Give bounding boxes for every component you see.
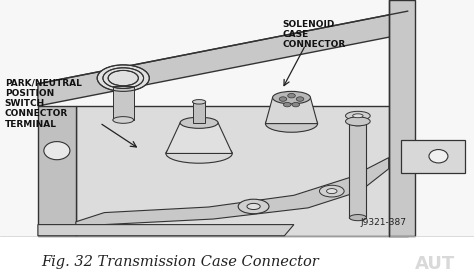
Bar	[389, 0, 415, 236]
Ellipse shape	[353, 114, 363, 118]
Text: PARK/NEUTRAL
POSITION
SWITCH
CONNECTOR
TERMINAL: PARK/NEUTRAL POSITION SWITCH CONNECTOR T…	[5, 78, 82, 129]
Bar	[193, 102, 205, 123]
Text: AUT: AUT	[415, 255, 455, 273]
Ellipse shape	[346, 111, 370, 120]
Ellipse shape	[349, 215, 366, 221]
Ellipse shape	[44, 142, 70, 160]
Polygon shape	[76, 106, 408, 236]
Ellipse shape	[265, 115, 318, 132]
Ellipse shape	[180, 117, 218, 128]
Circle shape	[292, 102, 300, 107]
Circle shape	[296, 97, 304, 101]
Ellipse shape	[349, 120, 366, 126]
Circle shape	[288, 93, 295, 98]
Ellipse shape	[192, 100, 206, 104]
Ellipse shape	[238, 199, 269, 214]
Ellipse shape	[247, 203, 260, 210]
Ellipse shape	[319, 185, 344, 197]
Polygon shape	[38, 225, 294, 236]
Text: Fig. 32 Transmission Case Connector: Fig. 32 Transmission Case Connector	[41, 255, 319, 269]
Bar	[113, 86, 134, 120]
Ellipse shape	[97, 65, 149, 92]
Bar	[0, 0, 474, 236]
Polygon shape	[401, 140, 465, 173]
Polygon shape	[166, 123, 232, 153]
Ellipse shape	[429, 150, 448, 163]
Bar	[349, 123, 366, 218]
Polygon shape	[38, 106, 76, 236]
Text: SOLENOID
CASE
CONNECTOR: SOLENOID CASE CONNECTOR	[282, 20, 345, 49]
Polygon shape	[76, 158, 389, 236]
Circle shape	[283, 102, 291, 107]
Polygon shape	[265, 98, 318, 124]
Ellipse shape	[327, 189, 337, 194]
Ellipse shape	[346, 117, 370, 126]
Polygon shape	[38, 11, 408, 106]
Ellipse shape	[273, 92, 310, 104]
Text: J9321-387: J9321-387	[360, 218, 406, 227]
Ellipse shape	[166, 144, 232, 163]
Ellipse shape	[113, 117, 134, 123]
Circle shape	[279, 97, 287, 101]
